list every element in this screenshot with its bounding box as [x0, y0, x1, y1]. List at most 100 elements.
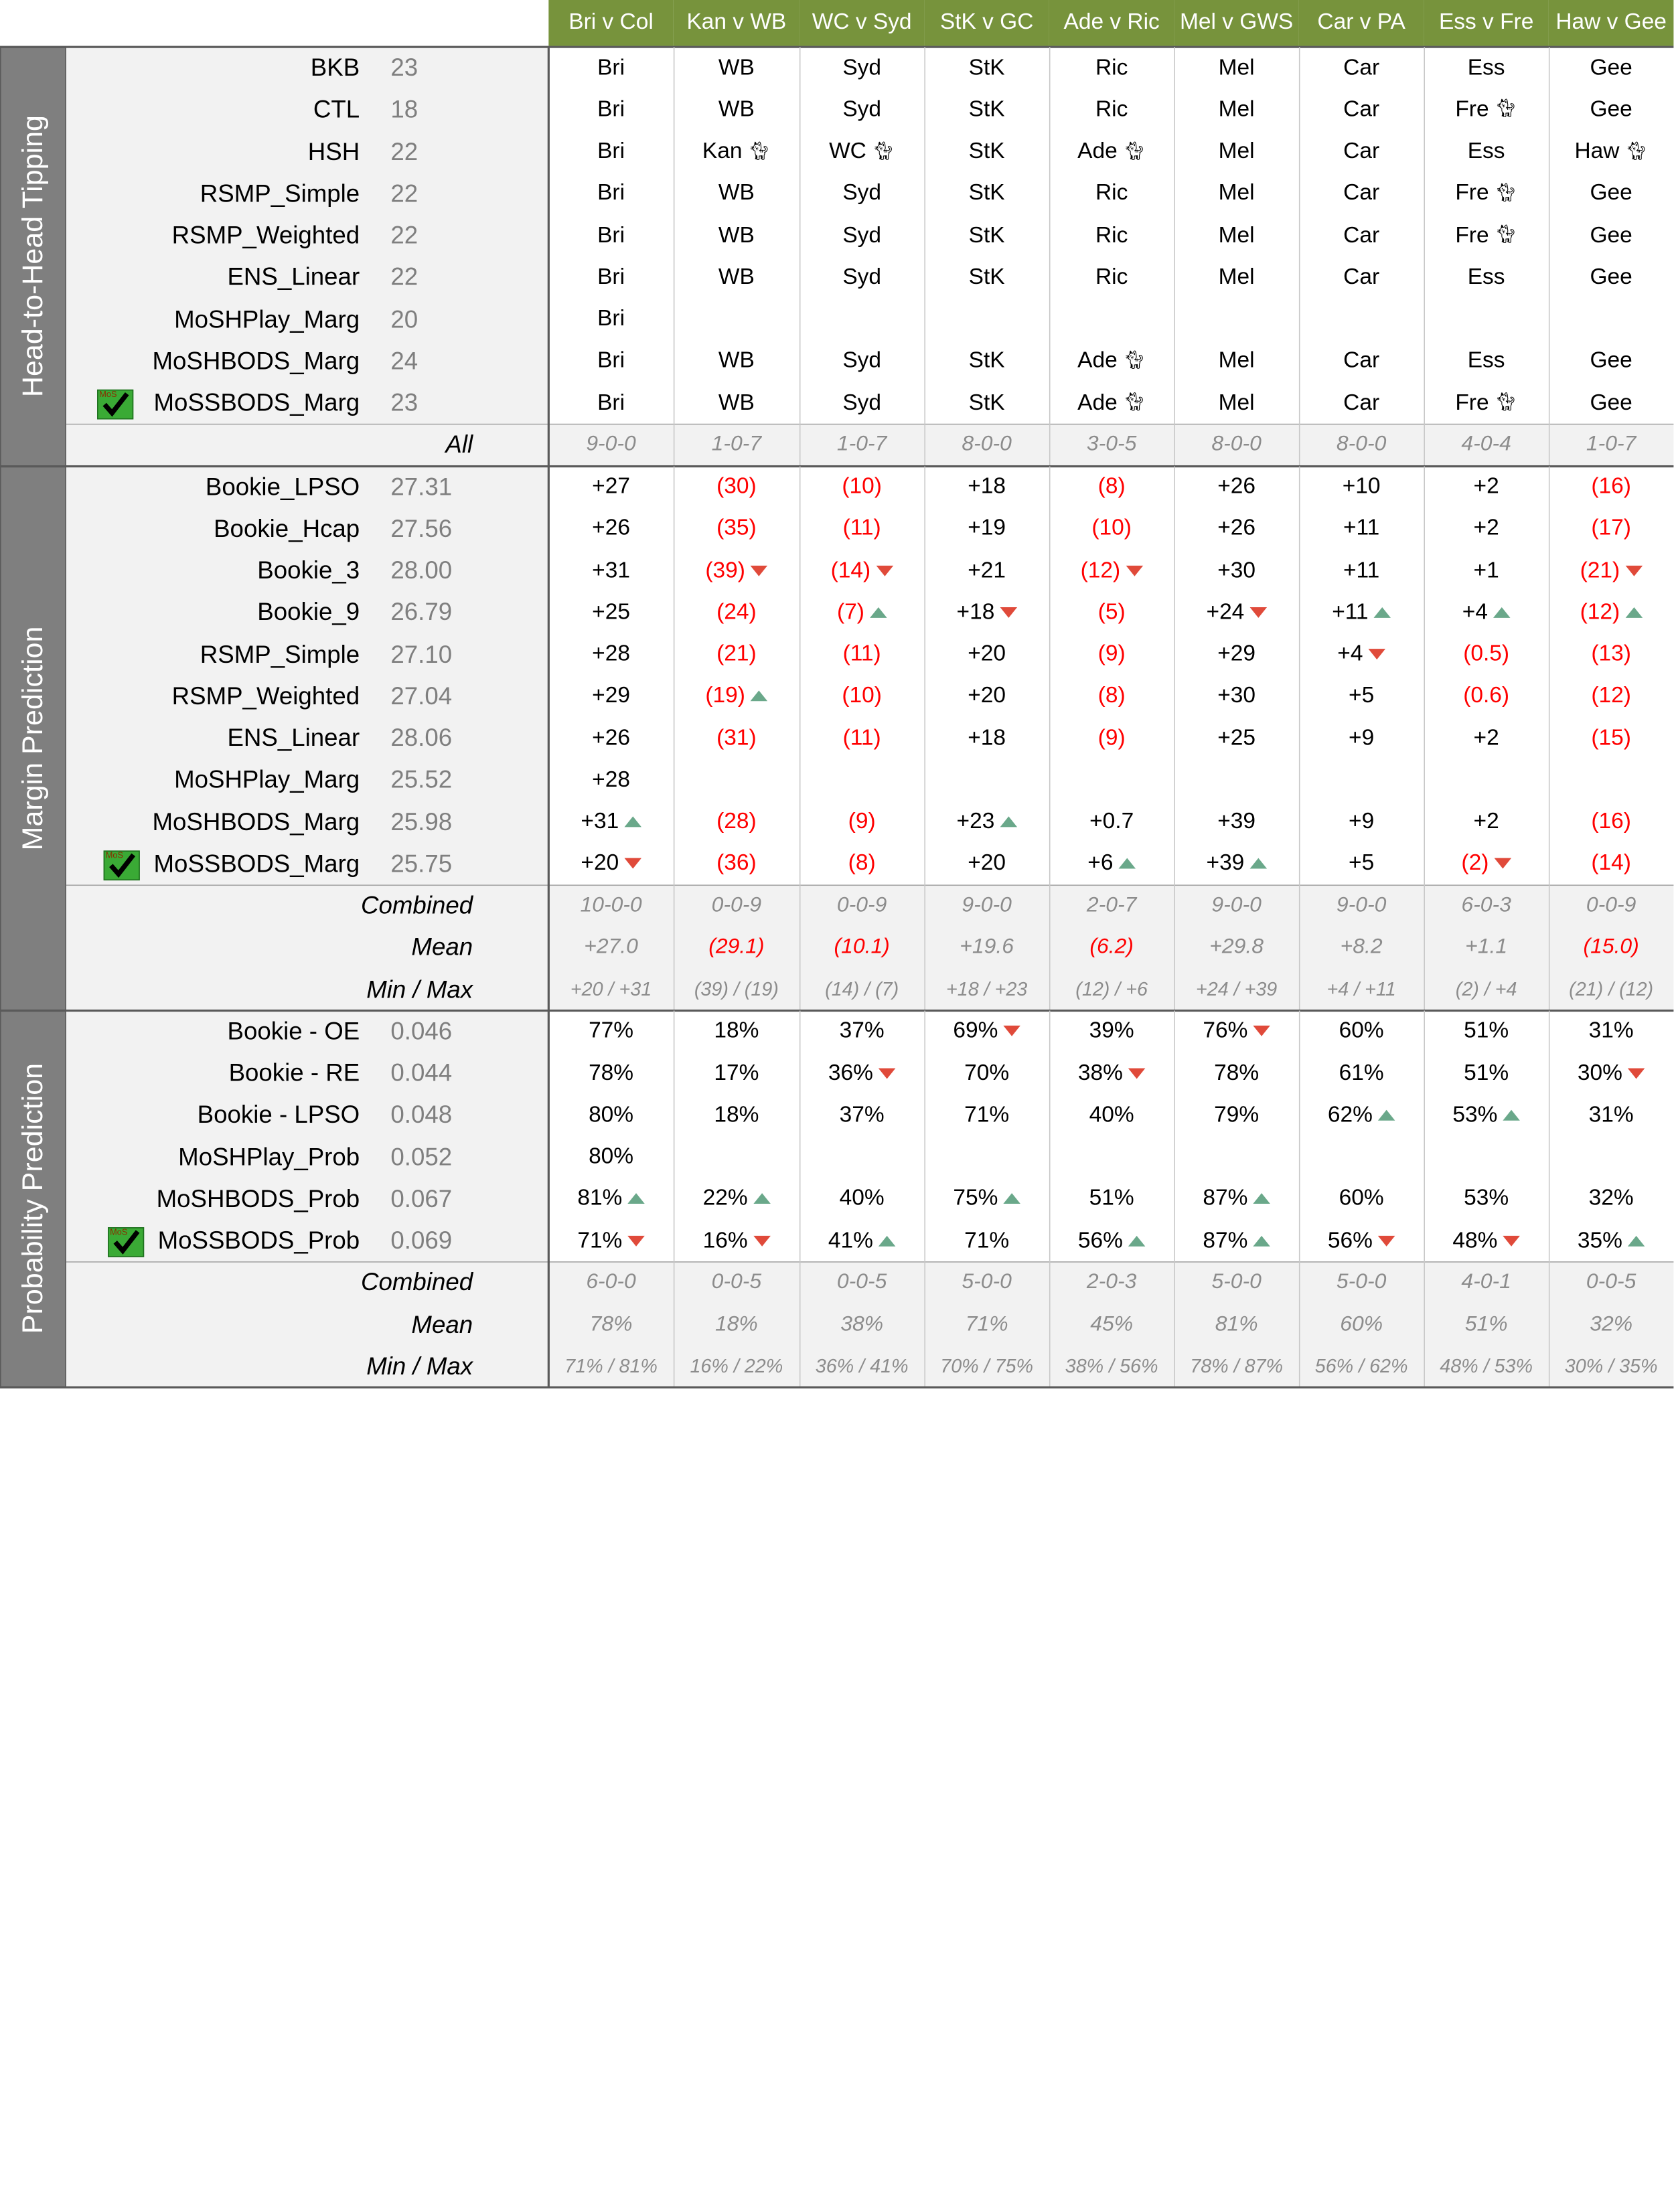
section-title: Head-to-Head Tipping	[16, 115, 49, 398]
table-cell: Car	[1299, 47, 1424, 89]
table-cell: (10)	[800, 466, 924, 508]
cell-value: StK	[968, 96, 1005, 122]
summary-cell: 0-0-5	[1549, 1262, 1673, 1304]
column-rule	[799, 465, 801, 1011]
column-rule	[1548, 465, 1550, 1011]
table-cell: 77%	[548, 1010, 673, 1052]
table-cell: 51%	[1049, 1178, 1174, 1220]
cell-value: (8)	[848, 851, 876, 876]
table-cell: Ess	[1424, 47, 1548, 89]
model-score: 23	[390, 53, 418, 82]
summary-value: 56% / 62%	[1314, 1355, 1408, 1377]
cell-value: (19)	[705, 683, 745, 708]
table-cell: Bri	[548, 47, 673, 89]
column-rule	[1174, 465, 1175, 1011]
table-cell: 75%	[924, 1178, 1049, 1220]
summary-cell: 2-0-7	[1049, 884, 1174, 927]
cell-value: Fre	[1455, 390, 1489, 415]
summary-value: 70% / 75%	[940, 1355, 1034, 1377]
cell-value: +23	[956, 809, 995, 834]
table-cell: (2)	[1424, 843, 1548, 885]
summary-cell: 71% / 81%	[548, 1346, 673, 1388]
table-cell: StK	[924, 214, 1049, 256]
cell-value: (12)	[1080, 558, 1121, 582]
match-header: WC v Syd	[799, 0, 925, 46]
table-cell	[1299, 299, 1424, 341]
summary-value: 9-0-0	[962, 893, 1012, 917]
cell-value: (14)	[830, 558, 871, 582]
table-cell	[1424, 1136, 1548, 1178]
table-cell: (16)	[1549, 466, 1673, 508]
column-rule	[1049, 47, 1051, 466]
column-rule	[673, 1010, 675, 1388]
table-cell: +19	[924, 507, 1049, 550]
summary-cell: 56% / 62%	[1299, 1346, 1424, 1388]
cell-value: +2	[1473, 725, 1499, 750]
cell-value: +29	[592, 683, 630, 708]
table-cell: (8)	[1049, 676, 1174, 718]
cell-value: +5	[1349, 683, 1375, 708]
down-triangle-icon	[1000, 607, 1017, 618]
column-rule	[1298, 1010, 1300, 1388]
summary-value: 51%	[1464, 1312, 1508, 1336]
summary-value: 0-0-9	[1586, 893, 1637, 917]
table-cell: Fre 🐈︎	[1424, 382, 1548, 424]
table-cell: (15)	[1549, 717, 1673, 759]
cell-value: Fre	[1455, 222, 1489, 248]
cell-value: (0.6)	[1463, 683, 1510, 708]
down-triangle-icon	[1377, 1235, 1395, 1247]
cell-value: +18	[968, 725, 1006, 750]
data-left-rule	[547, 47, 550, 466]
cell-value: Ade	[1077, 348, 1118, 373]
data-left-rule	[547, 465, 550, 1011]
table-cell: +25	[1174, 717, 1298, 759]
cell-value: (16)	[1591, 809, 1631, 834]
cell-value: 71%	[964, 1228, 1010, 1253]
cell-value: +30	[1217, 683, 1256, 708]
summary-value: +20 / +31	[570, 978, 652, 1000]
table-cell	[1299, 1136, 1424, 1178]
table-cell	[1549, 299, 1673, 341]
model-name: HSH	[307, 137, 360, 165]
cell-value: Syd	[842, 348, 881, 373]
up-triangle-icon	[1000, 816, 1017, 827]
cell-value: Fre	[1455, 180, 1489, 206]
summary-value: (12) / +6	[1075, 978, 1148, 1000]
summary-cell: 9-0-0	[1299, 884, 1424, 927]
table-cell: Ric	[1049, 47, 1174, 89]
cell-value: (8)	[1097, 683, 1126, 708]
cell-value: StK	[968, 264, 1005, 289]
table-cell: +2	[1424, 507, 1548, 550]
model-name: MoSSBODS_Marg	[153, 388, 360, 416]
table-cell: +5	[1299, 676, 1424, 718]
summary-cell: 51%	[1424, 1304, 1548, 1346]
table-cell: Gee	[1549, 256, 1673, 299]
section-rule	[0, 1009, 1674, 1012]
table-cell: WB	[674, 89, 800, 131]
summary-cell: 71%	[924, 1304, 1049, 1346]
table-cell: 79%	[1174, 1094, 1298, 1136]
summary-label: Min / Max	[366, 975, 473, 1003]
cell-value: +4	[1462, 599, 1488, 625]
cell-value: 56%	[1077, 1228, 1123, 1253]
model-score: 27.56	[390, 514, 453, 542]
table-cell: WB	[674, 256, 800, 299]
summary-value: (21) / (12)	[1569, 978, 1654, 1000]
cell-value: +26	[592, 516, 630, 541]
cell-value: +2	[1473, 473, 1499, 499]
cell-value: 51%	[1464, 1018, 1509, 1043]
summary-cell: +1.1	[1424, 927, 1548, 969]
cell-value: +29	[1217, 641, 1256, 666]
table-cell: WC 🐈︎	[800, 131, 924, 173]
table-cell	[1424, 759, 1548, 801]
check-badge-text: MoS	[110, 1227, 128, 1237]
table-cell: Kan 🐈︎	[674, 131, 800, 173]
cell-value: 80%	[589, 1102, 634, 1127]
table-cell: 87%	[1174, 1178, 1298, 1220]
table-cell: 40%	[1049, 1094, 1174, 1136]
table-cell: +26	[1174, 466, 1298, 508]
summary-value: 2-0-3	[1086, 1270, 1137, 1294]
summary-cell: (29.1)	[674, 927, 800, 969]
cell-value: Mel	[1218, 96, 1255, 122]
table-cell: (9)	[800, 801, 924, 843]
